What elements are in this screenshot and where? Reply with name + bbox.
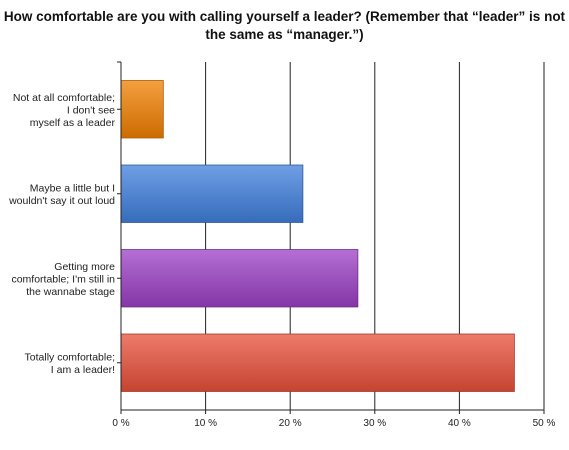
axes [117,61,545,414]
x-tick-label: 50 % [533,418,556,429]
labels: 0 % 10 % 20 % 30 % 40 % 50 % Not at all comfor… [8,92,555,429]
x-tick-label: 30 % [363,418,386,429]
bar [120,80,164,139]
chart-title: How comfortable are you with calling you… [3,9,566,42]
bar [120,164,304,223]
bar [120,333,515,392]
x-tick-label: 20 % [279,418,302,429]
bars [120,80,515,392]
category-label: Getting more comfortable; I'm still in the… [11,261,115,298]
x-tick-label: 10 % [194,418,217,429]
x-tick-label: 40 % [448,418,471,429]
category-label: Totally comfortable; I am a leader! [25,352,115,377]
bar [120,249,359,308]
category-label: Not at all comfortable; I don't see myself… [13,92,116,129]
x-tick-label: 0 % [112,418,129,429]
